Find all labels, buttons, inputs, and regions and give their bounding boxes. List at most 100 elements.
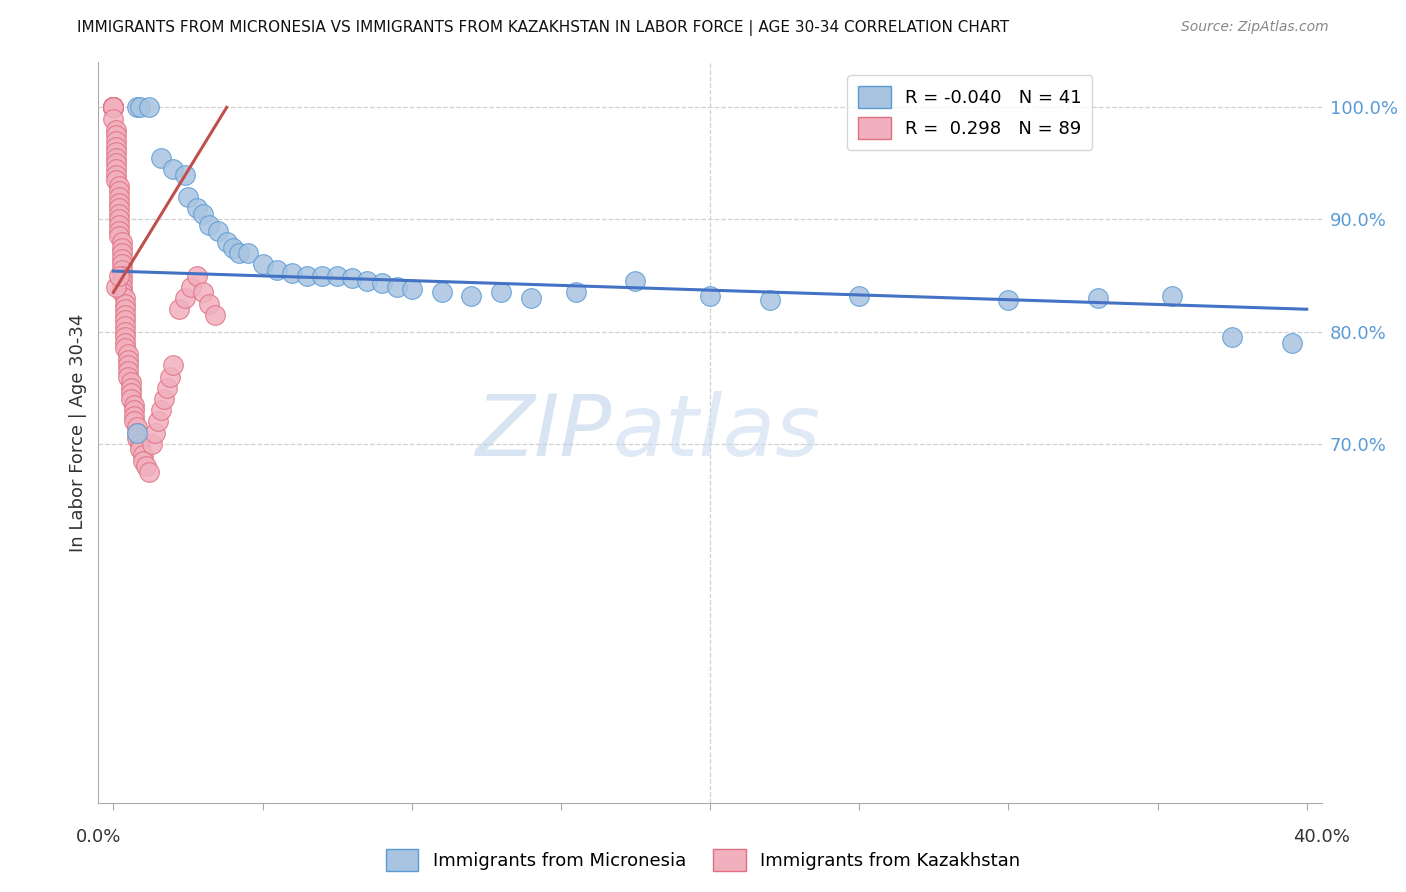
Point — [111, 235, 134, 249]
Point — [460, 289, 482, 303]
Point — [114, 296, 136, 310]
Point — [129, 100, 152, 114]
Point — [311, 268, 333, 283]
Point — [191, 285, 214, 300]
Point — [108, 207, 131, 221]
Point — [252, 257, 274, 271]
Point — [156, 381, 179, 395]
Point — [120, 392, 142, 406]
Point — [127, 425, 149, 440]
Point — [385, 280, 408, 294]
Point — [120, 386, 142, 401]
Point — [204, 308, 226, 322]
Point — [114, 319, 136, 334]
Point — [122, 409, 145, 423]
Point — [174, 168, 197, 182]
Point — [103, 100, 125, 114]
Point — [120, 375, 142, 389]
Point — [159, 369, 181, 384]
Point — [565, 285, 588, 300]
Point — [111, 263, 134, 277]
Point — [108, 229, 131, 244]
Point — [699, 289, 721, 303]
Point — [108, 212, 131, 227]
Point — [340, 270, 363, 285]
Point — [105, 168, 128, 182]
Point — [111, 274, 134, 288]
Point — [1087, 291, 1109, 305]
Point — [111, 280, 134, 294]
Point — [489, 285, 512, 300]
Point — [167, 302, 190, 317]
Point — [108, 185, 131, 199]
Point — [122, 403, 145, 417]
Point — [117, 364, 139, 378]
Point — [117, 352, 139, 367]
Point — [111, 257, 134, 271]
Point — [122, 398, 145, 412]
Point — [430, 285, 453, 300]
Point — [150, 151, 173, 165]
Legend: R = -0.040   N = 41, R =  0.298   N = 89: R = -0.040 N = 41, R = 0.298 N = 89 — [848, 75, 1092, 150]
Point — [138, 465, 160, 479]
Point — [1281, 335, 1303, 350]
Point — [520, 291, 543, 305]
Point — [114, 302, 136, 317]
Point — [127, 431, 149, 445]
Point — [103, 100, 125, 114]
Point — [111, 246, 134, 260]
Text: 40.0%: 40.0% — [1294, 828, 1350, 846]
Point — [177, 190, 200, 204]
Point — [174, 291, 197, 305]
Text: IMMIGRANTS FROM MICRONESIA VS IMMIGRANTS FROM KAZAKHSTAN IN LABOR FORCE | AGE 30: IMMIGRANTS FROM MICRONESIA VS IMMIGRANTS… — [77, 20, 1010, 36]
Point — [207, 224, 229, 238]
Point — [281, 266, 304, 280]
Point — [114, 291, 136, 305]
Point — [141, 437, 163, 451]
Point — [146, 414, 169, 428]
Point — [108, 195, 131, 210]
Point — [997, 293, 1019, 308]
Point — [143, 425, 166, 440]
Point — [103, 100, 125, 114]
Point — [108, 201, 131, 215]
Point — [103, 100, 125, 114]
Point — [114, 313, 136, 327]
Point — [356, 274, 378, 288]
Point — [105, 151, 128, 165]
Text: atlas: atlas — [612, 391, 820, 475]
Point — [103, 100, 125, 114]
Point — [221, 241, 243, 255]
Point — [127, 425, 149, 440]
Point — [114, 308, 136, 322]
Point — [103, 100, 125, 114]
Point — [127, 420, 149, 434]
Point — [105, 122, 128, 136]
Point — [103, 112, 125, 126]
Point — [114, 325, 136, 339]
Point — [111, 285, 134, 300]
Point — [105, 280, 128, 294]
Legend: Immigrants from Micronesia, Immigrants from Kazakhstan: Immigrants from Micronesia, Immigrants f… — [378, 842, 1028, 879]
Point — [111, 241, 134, 255]
Point — [138, 100, 160, 114]
Text: Source: ZipAtlas.com: Source: ZipAtlas.com — [1181, 20, 1329, 34]
Point — [326, 268, 349, 283]
Point — [108, 224, 131, 238]
Point — [132, 448, 155, 462]
Point — [105, 161, 128, 176]
Point — [191, 207, 214, 221]
Point — [111, 252, 134, 266]
Point — [624, 274, 647, 288]
Point — [162, 161, 184, 176]
Point — [297, 268, 319, 283]
Point — [103, 100, 125, 114]
Point — [401, 282, 423, 296]
Point — [117, 359, 139, 373]
Point — [117, 369, 139, 384]
Point — [215, 235, 238, 249]
Point — [236, 246, 259, 260]
Y-axis label: In Labor Force | Age 30-34: In Labor Force | Age 30-34 — [69, 313, 87, 552]
Point — [105, 156, 128, 170]
Point — [114, 330, 136, 344]
